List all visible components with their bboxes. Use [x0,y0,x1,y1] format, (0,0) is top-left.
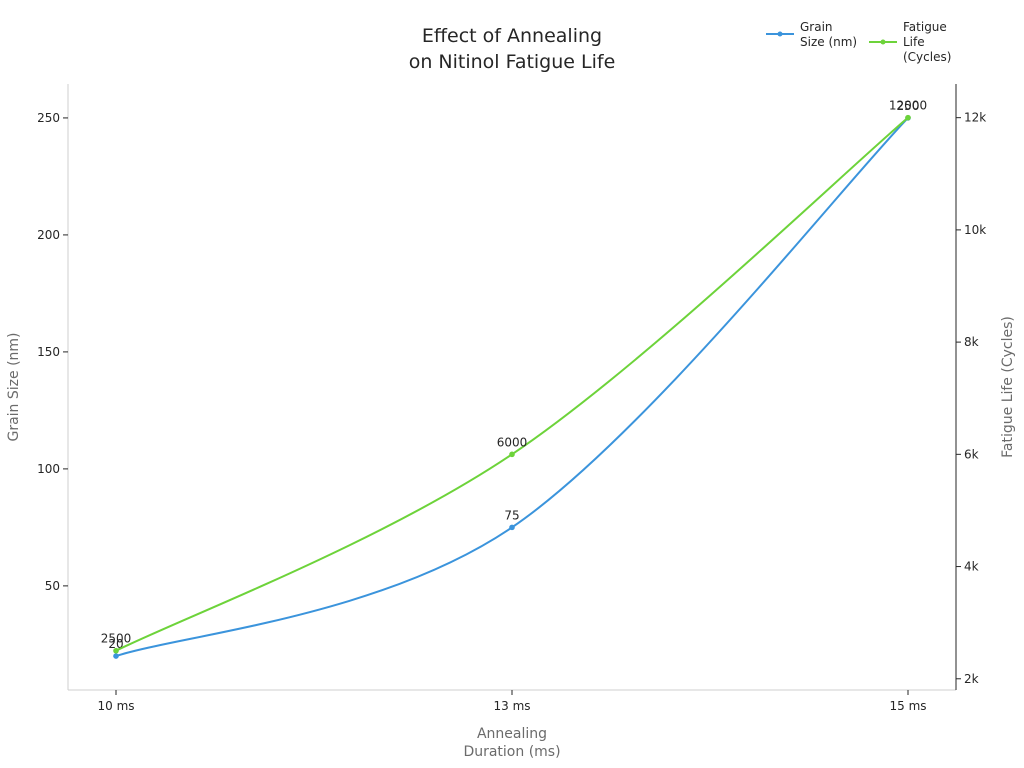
y-right-tick-label: 6k [964,447,979,461]
y-right-axis-label: Fatigue Life (Cycles) [1000,316,1016,458]
data-point-fatigue-life [509,451,515,458]
data-point-grain-size [509,524,515,531]
y-left-axis-label: Grain Size (nm) [6,332,22,441]
y-right-tick-label: 8k [964,335,979,349]
series-line-fatigue-life [115,116,909,652]
x-tick-label: 10 ms [97,699,134,713]
legend-label-fatigue-life-2: Life [903,35,925,49]
data-label-grain-size: 75 [504,508,519,522]
x-axis-label-line-2: Duration (ms) [463,744,560,760]
legend-marker-grain-size [777,31,783,37]
chart-title-line-2: on Nitinol Fatigue Life [409,51,616,73]
data-label-grain-size: 20 [108,637,123,651]
y-left-tick-label: 250 [37,111,60,125]
y-right-tick-label: 2k [964,672,979,686]
y-left-tick-label: 50 [45,579,60,593]
series-line-grain-size [115,117,909,658]
y-right-tick-label: 10k [964,223,986,237]
data-point-fatigue-life [113,647,119,654]
data-label-fatigue-life: 2500 [101,632,132,646]
y-left-tick-label: 200 [37,228,60,242]
plot-area: 50 100 150 200 250 2k 4k 6k 8k 10k 12k 10 ms 13 ms 15… [37,84,986,713]
legend-label-grain-size-1: Grain [800,20,833,34]
data-point-fatigue-life [905,114,911,121]
legend: Grain Size (nm) Fatigue Life (Cycles) [766,20,951,64]
data-point-grain-size [113,653,119,659]
data-label-grain-size: 250 [897,99,920,113]
x-tick-label: 13 ms [493,699,530,713]
y-left-tick-label: 150 [37,345,60,359]
chart-title-line-1: Effect of Annealing [422,25,602,47]
x-tick-label: 15 ms [889,699,926,713]
legend-label-grain-size-2: Size (nm) [800,35,857,49]
data-label-fatigue-life: 6000 [497,435,528,449]
legend-label-fatigue-life-3: (Cycles) [903,50,951,64]
chart-title: Effect of Annealing on Nitinol Fatigue L… [409,25,616,73]
data-label-fatigue-life: 12000 [889,99,927,113]
x-axis-label-line-1: Annealing [477,726,547,742]
y-left-tick-label: 100 [37,462,60,476]
legend-marker-fatigue-life [880,39,886,45]
y-right-tick-label: 4k [964,560,979,574]
y-right-tick-label: 12k [964,111,986,125]
legend-label-fatigue-life-1: Fatigue [903,20,947,34]
